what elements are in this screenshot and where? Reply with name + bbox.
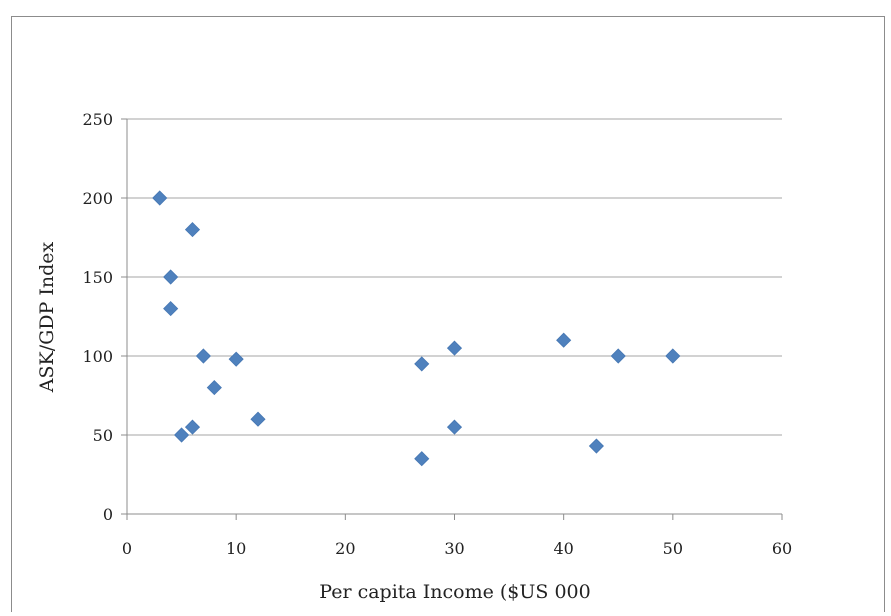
data-point [414,356,430,372]
data-point [184,419,201,435]
y-tick-label: 250 [82,110,113,129]
y-tick-label: 0 [103,505,113,524]
x-tick-label: 20 [335,539,355,558]
data-point [665,348,681,364]
x-tick-label: 40 [553,539,573,558]
data-point [414,451,430,467]
data-point [588,438,604,454]
data-points [152,190,681,467]
data-point [228,351,244,367]
data-point [206,380,222,396]
x-tick-label: 0 [122,539,132,558]
data-point [163,301,179,317]
x-tick-label: 10 [226,539,246,558]
y-tick-label: 150 [82,268,113,287]
data-point [446,340,463,356]
data-point [556,332,572,348]
data-point [163,269,179,285]
y-tick-labels: 0 50 100 150 200 250 [82,110,113,524]
y-tick-label: 50 [93,426,113,445]
data-point [184,222,201,238]
y-axis-title: ASK/GDP Index [36,242,58,394]
data-point [195,348,211,364]
x-tick-label: 60 [772,539,792,558]
x-axis-title: Per capita Income ($US 000 [319,581,590,603]
axes [121,118,783,520]
y-tick-label: 200 [82,189,113,208]
y-tick-label: 100 [82,347,113,366]
x-tick-label: 50 [663,539,683,558]
x-tick-labels: 0 10 20 30 40 50 60 [122,539,792,558]
data-point [446,419,463,435]
data-point [152,190,168,206]
chart-border [11,16,885,616]
data-point [250,411,266,427]
data-point [610,348,626,364]
data-point [174,427,190,443]
x-tick-label: 30 [444,539,464,558]
